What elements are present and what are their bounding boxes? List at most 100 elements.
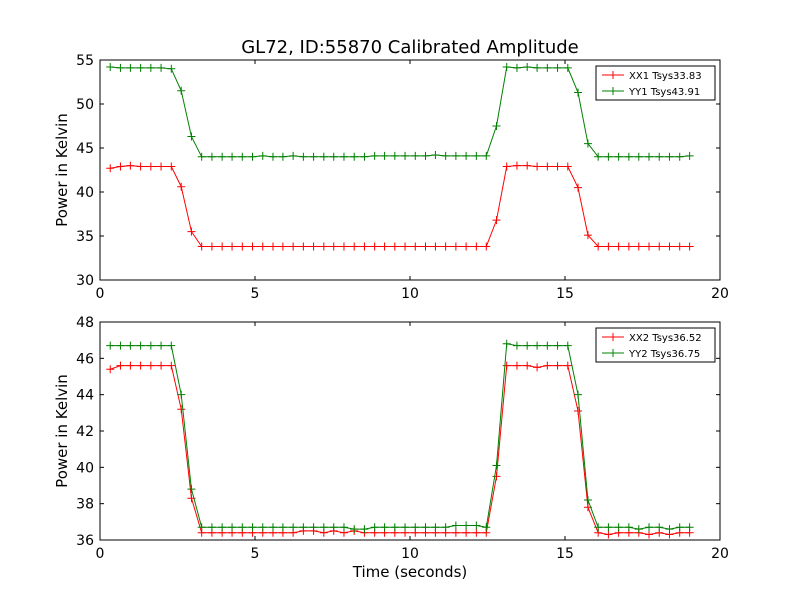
data-point — [563, 162, 572, 171]
data-point — [136, 341, 145, 350]
data-point — [624, 242, 633, 251]
data-point — [472, 521, 481, 530]
data-point — [278, 242, 287, 251]
top-series-line-2 — [110, 66, 690, 158]
data-point — [167, 162, 176, 171]
data-point — [126, 341, 135, 350]
data-point — [329, 242, 338, 251]
bottom-legend: XX2 Tsys36.52 YY2 Tsys36.75 — [595, 327, 716, 363]
data-point — [685, 523, 694, 532]
data-point — [482, 151, 491, 160]
data-point — [462, 528, 471, 537]
legend-label: XX1 Tsys33.83 — [629, 71, 702, 82]
data-point — [380, 242, 389, 251]
data-point — [197, 242, 206, 251]
data-point — [624, 152, 633, 161]
y-tick-label: 48 — [76, 315, 94, 331]
y-tick-label: 40 — [76, 460, 94, 476]
data-point — [512, 361, 521, 370]
data-point — [685, 151, 694, 160]
data-point — [614, 523, 623, 532]
data-point — [574, 88, 583, 97]
data-point — [604, 242, 613, 251]
data-point — [411, 242, 420, 251]
x-tick-label: 5 — [251, 546, 260, 562]
data-point — [634, 152, 643, 161]
data-point — [675, 152, 684, 161]
data-point — [472, 528, 481, 537]
data-point — [116, 361, 125, 370]
data-point — [116, 63, 125, 72]
legend-box — [595, 65, 716, 101]
y-tick-label: 38 — [76, 497, 94, 513]
legend-marker — [609, 333, 617, 341]
data-point — [583, 231, 592, 240]
data-point — [207, 523, 216, 532]
data-point — [462, 242, 471, 251]
data-point — [350, 242, 359, 251]
data-point — [553, 341, 562, 350]
data-point — [604, 523, 613, 532]
data-point — [258, 523, 267, 532]
data-point — [431, 242, 440, 251]
data-point — [218, 152, 227, 161]
data-point — [401, 523, 410, 532]
data-point — [441, 242, 450, 251]
y-tick-label: 55 — [76, 53, 94, 69]
data-point — [299, 242, 308, 251]
data-point — [553, 162, 562, 171]
data-point — [350, 525, 359, 534]
top-series-2 — [106, 63, 694, 161]
data-point — [187, 227, 196, 236]
x-tick-label: 15 — [556, 286, 574, 302]
data-point — [492, 461, 501, 470]
data-point — [157, 63, 166, 72]
data-point — [451, 528, 460, 537]
data-point — [146, 361, 155, 370]
data-point — [533, 162, 542, 171]
data-point — [594, 152, 603, 161]
data-point — [411, 523, 420, 532]
data-point — [309, 152, 318, 161]
data-point — [167, 361, 176, 370]
data-point — [675, 242, 684, 251]
data-point — [563, 361, 572, 370]
top-subplot: 0 5 10 15 20 30 35 40 45 50 55 Power in Kelvin XX1 T… — [53, 53, 729, 302]
data-point — [106, 63, 115, 72]
data-point — [329, 523, 338, 532]
data-point — [563, 341, 572, 350]
data-point — [655, 523, 664, 532]
data-point — [472, 242, 481, 251]
data-point — [574, 390, 583, 399]
data-point — [614, 242, 623, 251]
data-point — [390, 242, 399, 251]
data-point — [106, 164, 115, 173]
data-point — [583, 139, 592, 148]
top-series-1 — [106, 161, 694, 251]
data-point — [319, 523, 328, 532]
data-point — [339, 523, 348, 532]
data-point — [177, 86, 186, 95]
data-point — [228, 523, 237, 532]
data-point — [258, 151, 267, 160]
data-point — [462, 151, 471, 160]
data-point — [533, 63, 542, 72]
data-point — [319, 152, 328, 161]
data-point — [421, 151, 430, 160]
y-tick-label: 30 — [76, 273, 94, 289]
data-point — [126, 161, 135, 170]
data-point — [238, 242, 247, 251]
data-point — [553, 361, 562, 370]
data-point — [553, 63, 562, 72]
data-point — [197, 152, 206, 161]
data-point — [502, 361, 511, 370]
data-point — [136, 162, 145, 171]
data-point — [370, 151, 379, 160]
data-point — [157, 162, 166, 171]
x-tick-label: 20 — [711, 286, 729, 302]
data-point — [421, 523, 430, 532]
data-point — [177, 405, 186, 414]
data-point — [502, 162, 511, 171]
data-point — [523, 63, 532, 72]
data-point — [502, 339, 511, 348]
